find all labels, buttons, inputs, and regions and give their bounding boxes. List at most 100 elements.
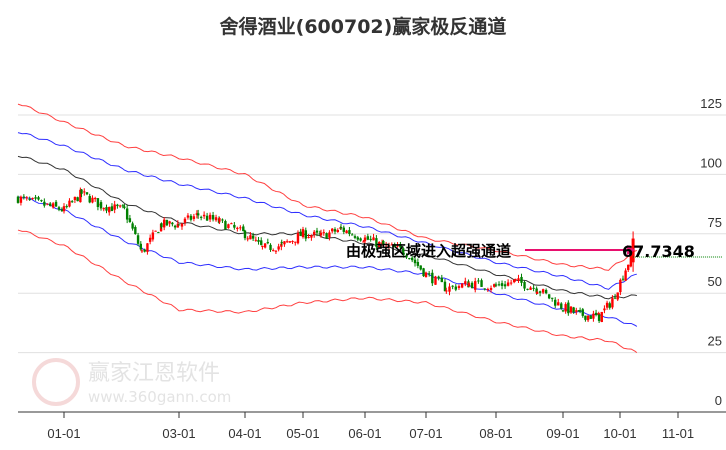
candle-body: [162, 219, 166, 228]
candle: [202, 211, 206, 220]
candle-body: [91, 197, 94, 203]
candle: [239, 225, 242, 231]
candle-body: [263, 243, 267, 248]
candle: [134, 225, 137, 235]
candle: [85, 192, 89, 196]
candle: [434, 275, 437, 285]
candle-body: [230, 223, 233, 225]
candle: [621, 275, 625, 282]
candle: [76, 196, 79, 202]
candle: [34, 194, 37, 201]
candle-body: [584, 315, 587, 320]
candle-body: [249, 235, 252, 240]
candle: [351, 233, 354, 236]
candle-body: [405, 255, 408, 258]
candle: [503, 281, 507, 289]
candle-body: [108, 206, 111, 213]
candle: [260, 237, 263, 246]
candle-body: [422, 268, 425, 277]
candle-body: [195, 213, 199, 215]
candle: [506, 279, 510, 287]
candle-body: [116, 204, 119, 207]
candle-body: [76, 197, 79, 202]
candle: [160, 222, 163, 229]
candle-body: [65, 206, 68, 208]
candle-body: [378, 241, 381, 247]
candle: [500, 280, 504, 290]
candle-body: [345, 230, 348, 234]
candle-body: [325, 233, 328, 239]
x-tick-label: 03-01: [162, 426, 195, 441]
candle: [136, 232, 140, 246]
candle: [304, 227, 307, 242]
candle-body: [557, 302, 560, 306]
current-value-label: 67.7348: [622, 242, 695, 261]
candle: [600, 311, 603, 323]
candle: [140, 249, 144, 253]
candle-body: [118, 205, 122, 207]
candle-body: [202, 214, 206, 217]
candle-body: [243, 230, 247, 239]
x-tick-label: 08-01: [479, 426, 512, 441]
candle: [105, 204, 108, 214]
candle-body: [424, 272, 428, 278]
candle: [419, 265, 422, 271]
candle-body: [399, 243, 402, 248]
candle: [151, 229, 155, 242]
candle: [443, 279, 447, 292]
candle: [319, 229, 323, 238]
candle: [557, 298, 560, 306]
candle-body: [419, 265, 422, 270]
candle: [422, 267, 425, 277]
y-tick-label: 25: [708, 334, 722, 349]
candle-body: [503, 284, 507, 287]
candle-body: [128, 218, 132, 223]
candle-body: [254, 239, 258, 241]
candle-body: [280, 243, 283, 247]
candle: [154, 230, 157, 232]
candle: [382, 239, 385, 246]
candle: [512, 279, 516, 284]
candle: [143, 248, 146, 253]
candle: [40, 199, 43, 203]
candle: [16, 195, 20, 204]
candle-body: [586, 315, 590, 321]
candle: [578, 307, 582, 314]
candle-body: [550, 297, 554, 299]
candle-body: [443, 281, 447, 292]
candle-body: [43, 201, 46, 206]
candle: [208, 212, 212, 223]
candle: [372, 233, 375, 241]
candle-body: [205, 215, 209, 221]
candle-body: [54, 201, 58, 207]
candle-body: [538, 291, 542, 293]
x-tick-label: 05-01: [286, 426, 319, 441]
candle-body: [136, 235, 140, 244]
candle: [547, 294, 551, 300]
candle-body: [176, 223, 180, 228]
candle-body: [291, 241, 294, 243]
candle: [157, 231, 160, 234]
candle: [448, 283, 451, 296]
candle-body: [480, 280, 483, 287]
candle-body: [492, 284, 496, 287]
candle-body: [509, 282, 513, 284]
candle: [162, 217, 166, 231]
candle-body: [592, 313, 595, 319]
candle: [128, 214, 132, 223]
candle: [43, 198, 46, 208]
watermark-brand: 赢家江恩软件: [88, 361, 220, 386]
candle-body: [183, 218, 187, 223]
candle-body: [168, 221, 171, 224]
candle-body: [616, 292, 619, 300]
candle-body: [431, 272, 434, 284]
candle: [180, 222, 184, 230]
candle: [227, 223, 230, 229]
candle: [214, 214, 218, 222]
candle: [366, 233, 370, 241]
candle: [627, 264, 630, 272]
candle-body: [467, 283, 471, 287]
candle: [280, 239, 283, 246]
candle-body: [313, 231, 316, 235]
candle: [307, 234, 310, 239]
